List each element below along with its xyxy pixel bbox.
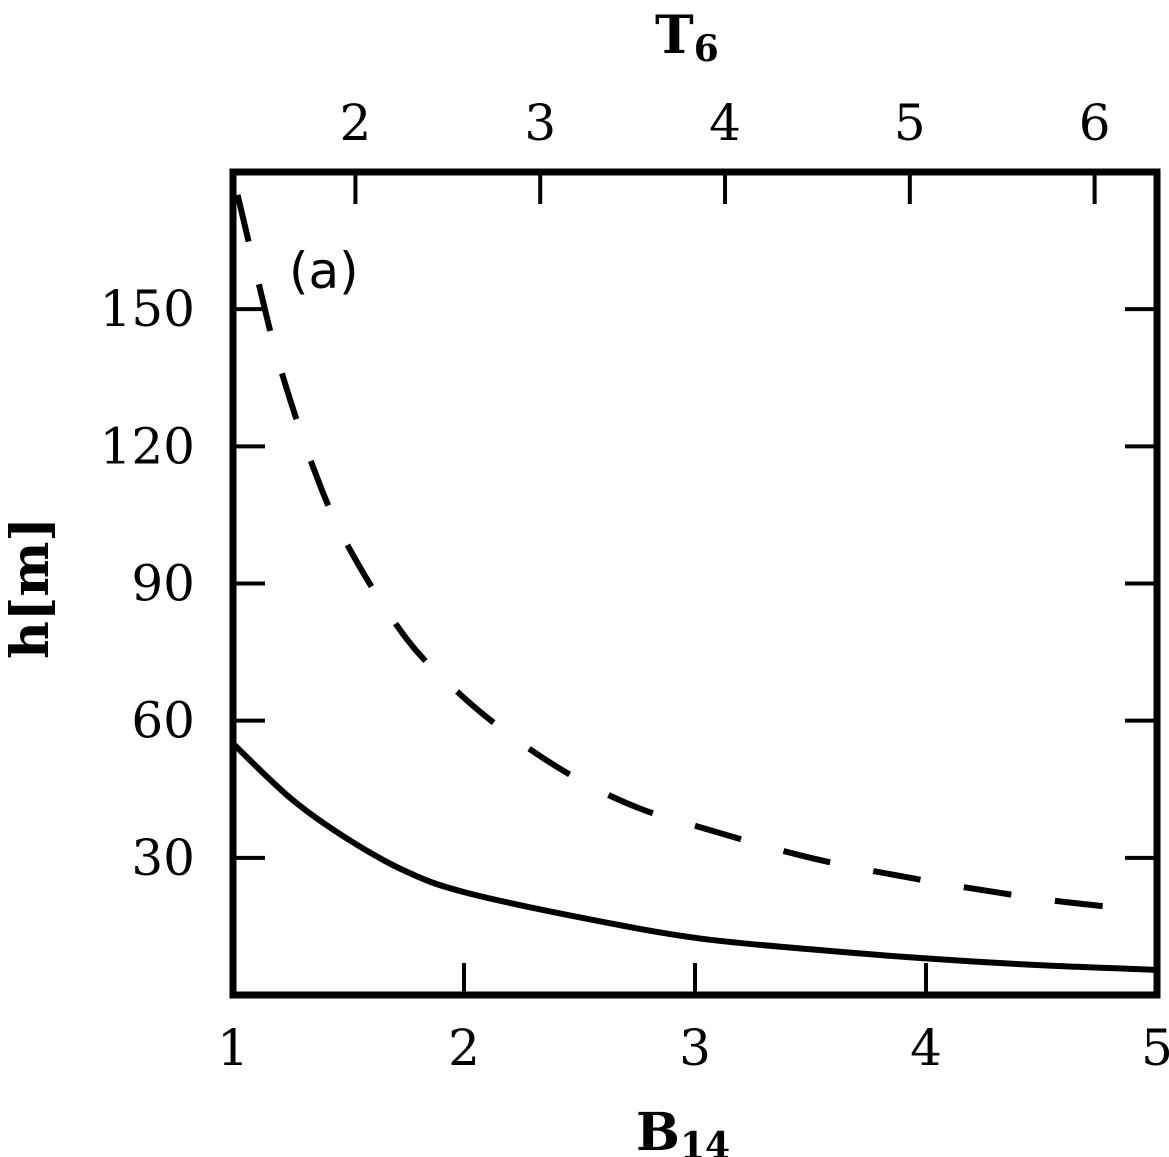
x-top-tick-label: 4: [709, 94, 741, 152]
y-tick-label: 60: [131, 692, 195, 750]
x-top-tick-label: 5: [894, 94, 926, 152]
x-bottom-tick-label: 1: [217, 1019, 249, 1077]
x-bottom-tick-label: 2: [448, 1019, 480, 1077]
y-tick-label: 30: [131, 829, 195, 887]
x-top-tick-label: 3: [524, 94, 556, 152]
panel-label: (a): [289, 242, 359, 300]
x-top-tick-label: 6: [1079, 94, 1111, 152]
x-top-axis-title: T6: [655, 5, 719, 70]
x-bottom-tick-label: 5: [1141, 1019, 1169, 1077]
y-tick-label: 90: [131, 555, 195, 613]
x-bottom-tick-label: 4: [910, 1019, 942, 1077]
x-bottom-axis-title: B14: [636, 1102, 730, 1157]
y-axis-title: h[m]: [0, 517, 61, 659]
solid-series-line: [230, 741, 1158, 973]
x-bottom-tick-label: 3: [679, 1019, 711, 1077]
y-tick-label: 150: [100, 280, 195, 338]
x-top-tick-label: 2: [340, 94, 372, 152]
dashed-series-line: [234, 194, 1123, 912]
y-tick-label: 120: [100, 417, 195, 475]
